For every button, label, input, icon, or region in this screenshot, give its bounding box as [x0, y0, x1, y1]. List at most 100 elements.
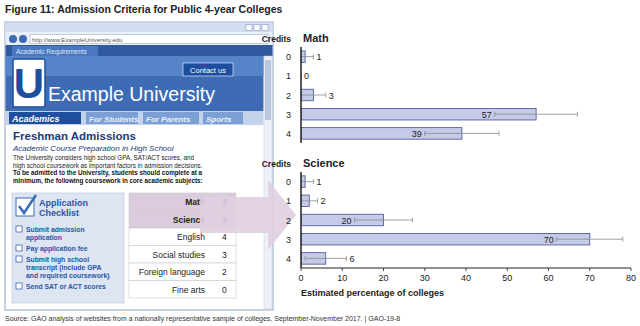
figure: Figure 11: Admission Criteria for Public… [0, 0, 640, 326]
requirement-line: minimum, the following coursework in cor… [13, 177, 203, 185]
checklist-item: Send SAT or ACT scores [26, 283, 106, 290]
nav-tab [143, 112, 199, 124]
error-cap [494, 112, 495, 117]
tick-label: 4 [286, 129, 291, 139]
bars [301, 51, 577, 139]
contact-label: Contact us [190, 66, 226, 75]
checklist-box [12, 193, 124, 303]
error-cap [412, 218, 413, 223]
checkbox [16, 256, 22, 262]
tick-label: 3 [286, 110, 291, 120]
tick-label: 3 [286, 235, 291, 245]
error-cap [305, 256, 306, 261]
error-cap [499, 131, 500, 136]
window-button [246, 25, 252, 31]
checkmark [19, 195, 36, 213]
error-line [301, 95, 326, 96]
error-bar [301, 198, 318, 203]
title-bar [6, 23, 273, 33]
arrow [200, 180, 296, 250]
bar [301, 233, 590, 245]
data-label: 3 [329, 91, 334, 101]
table-subject: Foreign language [139, 267, 205, 277]
logo: U [14, 60, 44, 107]
tick [466, 268, 467, 271]
data-label: 6 [349, 254, 354, 264]
checklist-item: and required coursework) [26, 272, 109, 280]
checklist-item: Submit high school [26, 256, 89, 264]
heading: Freshman Admissions [13, 130, 136, 142]
y-axis [300, 47, 302, 143]
axis-label: Credits [262, 159, 292, 169]
nav-tab [86, 112, 138, 124]
nav-item: Academics [11, 114, 60, 124]
data-label: 0 [304, 71, 309, 81]
tick-label: 2 [286, 91, 291, 101]
checkbox [16, 226, 22, 232]
checklist-item: Pay application fee [26, 245, 88, 253]
error-cap [556, 237, 557, 242]
tick-label: 40 [461, 273, 471, 283]
tick-label: 1 [286, 71, 291, 81]
tick-label: 10 [337, 273, 347, 283]
nav-tab [9, 112, 81, 124]
table-subject: Social studies [153, 250, 205, 260]
error-cap [424, 131, 425, 136]
error-cap [346, 256, 347, 261]
tick-label: 4 [286, 254, 291, 264]
table-row [129, 263, 236, 281]
tick-label: 80 [626, 273, 636, 283]
checklist-item: Submit admission [26, 226, 85, 233]
error-cap [354, 218, 355, 223]
tick [589, 268, 590, 271]
error-line [355, 220, 413, 221]
tick [424, 268, 425, 271]
error-line [557, 239, 623, 240]
data-label: 1 [316, 177, 321, 187]
axis-label: Credits [262, 34, 292, 44]
tab-bar [6, 45, 273, 56]
error-line [301, 200, 318, 201]
logo-box [13, 59, 45, 107]
tick-label: 20 [378, 273, 388, 283]
data-label: 39 [412, 129, 422, 139]
table-credits: 4 [222, 232, 227, 242]
error-cap [313, 54, 314, 59]
nav-bar [6, 111, 264, 125]
data-label: 1 [316, 52, 321, 62]
tick-label: 2 [286, 216, 291, 226]
table-credits: 2 [222, 267, 227, 277]
data-label: 20 [342, 216, 352, 226]
error-bar [355, 218, 413, 223]
checkbox [16, 283, 22, 289]
table-subject: Fine arts [172, 285, 205, 295]
error-bar [301, 179, 313, 184]
subheading: Academic Course Preparation in High Scho… [12, 144, 174, 153]
y-axis [300, 172, 302, 268]
tab [12, 46, 98, 56]
error-cap [313, 179, 314, 184]
tick-label: 30 [420, 273, 430, 283]
table-credits: 3 [222, 250, 227, 260]
tick [383, 268, 384, 271]
error-bar [305, 256, 346, 261]
tick-label: 0 [286, 177, 291, 187]
data-label: 57 [482, 110, 492, 120]
checklist-title: Application [39, 198, 88, 208]
forward-button [19, 35, 27, 43]
checklist-item: transcript (include GPA [26, 264, 101, 272]
tick [507, 268, 508, 271]
error-cap [577, 112, 578, 117]
tick-label: 60 [543, 273, 553, 283]
back-button [9, 35, 17, 43]
tick [342, 268, 343, 271]
checklist-title: Checklist [39, 208, 79, 218]
tick [548, 268, 549, 271]
error-cap [317, 198, 318, 203]
chart: MathCredits103573901234 [262, 32, 578, 143]
table-row [129, 246, 236, 264]
error-bar [301, 54, 313, 59]
error-line [495, 114, 578, 115]
error-cap [622, 237, 623, 242]
address-box [30, 35, 268, 44]
